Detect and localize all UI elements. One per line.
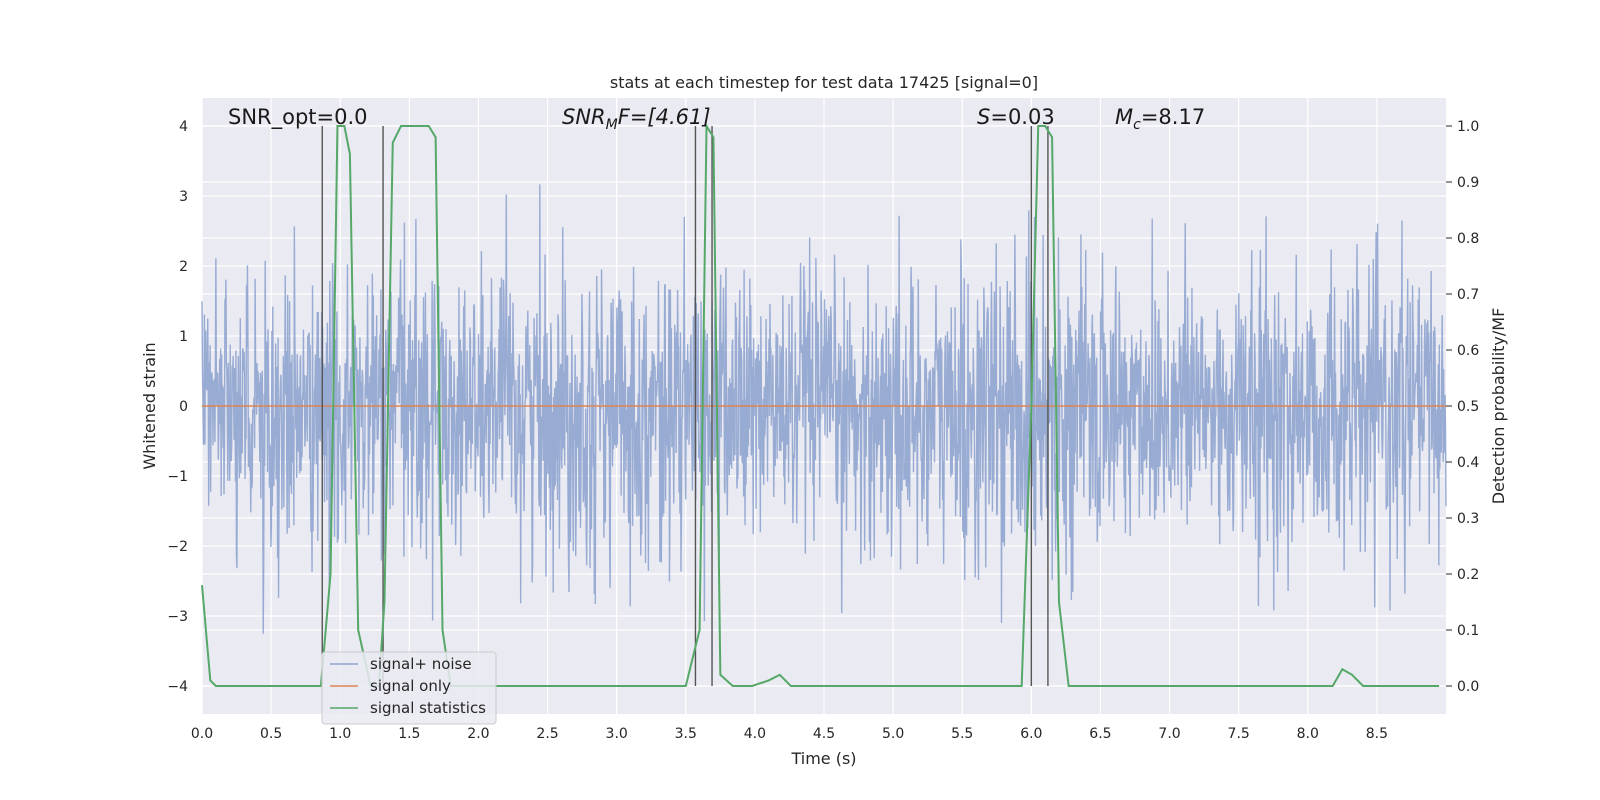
legend-label-signal-only: signal only <box>370 677 451 695</box>
x-tick-label: 4.5 <box>813 726 835 742</box>
signal-statistics-line <box>201 122 1440 687</box>
x-tick-label: 8.0 <box>1297 726 1319 742</box>
annotation-snr-mf: SNRMF=[4.61] <box>562 105 711 133</box>
legend: signal+ noise signal only signal statist… <box>321 651 497 725</box>
y-tick-label-left: 1 <box>179 329 188 345</box>
legend-label-signal-statistics: signal statistics <box>370 699 486 717</box>
x-tick-label: 7.5 <box>1228 726 1250 742</box>
x-tick-label: 7.0 <box>1158 726 1180 742</box>
y-axis-right-ticks: 1.0 0.9 0.8 0.7 0.6 0.5 0.4 0.3 0.2 0.1 0.0 <box>1446 119 1479 695</box>
x-tick-label: 5.5 <box>951 726 973 742</box>
x-tick-label: 2.5 <box>536 726 558 742</box>
y-tick-label-left: −2 <box>167 539 188 555</box>
x-tick-label: 1.0 <box>329 726 351 742</box>
x-tick-label: 0.5 <box>260 726 282 742</box>
x-tick-label: 4.0 <box>744 726 766 742</box>
annotation-mc: Mc=8.17 <box>1115 105 1205 133</box>
y-tick-label-right: 0.5 <box>1457 399 1479 415</box>
y-tick-label-right: 0.0 <box>1457 679 1479 695</box>
y-tick-label-right: 0.7 <box>1457 287 1479 303</box>
y-tick-label-left: 0 <box>179 399 188 415</box>
y-tick-label-left: −1 <box>167 469 188 485</box>
legend-box <box>321 651 497 725</box>
annotation-mc-sub: c <box>1133 117 1141 133</box>
annotation-snr-opt: SNR_opt=0.0 <box>228 105 368 130</box>
x-tick-label: 3.5 <box>675 726 697 742</box>
chart-title: stats at each timestep for test data 174… <box>610 73 1038 92</box>
x-tick-label: 5.0 <box>882 726 904 742</box>
y-tick-label-right: 0.6 <box>1457 343 1479 359</box>
x-tick-label: 2.0 <box>467 726 489 742</box>
y-tick-label-right: 0.8 <box>1457 231 1479 247</box>
x-tick-label: 6.5 <box>1089 726 1111 742</box>
y-tick-label-left: −4 <box>167 679 188 695</box>
annotation-s-main: S <box>977 105 990 129</box>
x-tick-label: 3.0 <box>606 726 628 742</box>
annotation-s-rest: =0.03 <box>990 105 1054 129</box>
x-tick-label: 8.5 <box>1366 726 1388 742</box>
legend-label-signal-noise: signal+ noise <box>370 655 472 673</box>
annotation-snr-mf-rest: F=[4.61] <box>618 105 711 129</box>
y-tick-label-right: 0.3 <box>1457 511 1479 527</box>
y-tick-label-right: 0.4 <box>1457 455 1479 471</box>
y-tick-label-left: −3 <box>167 609 188 625</box>
y-tick-label-right: 0.9 <box>1457 175 1479 191</box>
series-signal-statistics <box>201 122 1440 687</box>
x-tick-label: 0.0 <box>191 726 213 742</box>
x-tick-label: 1.5 <box>398 726 420 742</box>
annotation-s: S=0.03 <box>977 105 1055 129</box>
annotation-snr-mf-main: SNR <box>562 105 606 129</box>
y-tick-label-right: 1.0 <box>1457 119 1479 135</box>
annotation-snr-mf-sub: M <box>606 117 618 133</box>
x-axis-ticks: 0.0 0.5 1.0 1.5 2.0 2.5 3.0 3.5 4.0 4.5 5.0 5.5 6.0 6… <box>191 726 1388 742</box>
y-axis-left-label: Whitened strain <box>140 342 159 469</box>
y-axis-left-ticks: 4 3 2 1 0 −1 −2 −3 −4 <box>167 119 188 695</box>
annotation-mc-main: M <box>1115 105 1133 129</box>
y-tick-label-left: 3 <box>179 189 188 205</box>
y-tick-label-right: 0.2 <box>1457 567 1479 583</box>
x-tick-label: 6.0 <box>1020 726 1042 742</box>
y-axis-right-label: Detection probability/MF <box>1489 308 1508 505</box>
annotation-mc-rest: =8.17 <box>1141 105 1205 129</box>
y-tick-label-right: 0.1 <box>1457 623 1479 639</box>
y-tick-label-left: 4 <box>179 119 188 135</box>
x-axis-label: Time (s) <box>790 749 856 768</box>
y-tick-label-left: 2 <box>179 259 188 275</box>
